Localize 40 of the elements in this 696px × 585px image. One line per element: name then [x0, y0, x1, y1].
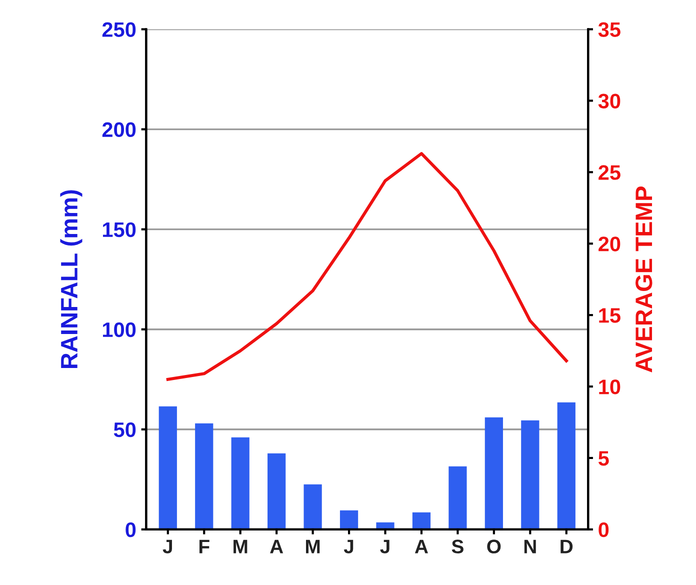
bar	[484, 417, 503, 530]
y2-tick-label: 30	[598, 94, 620, 108]
x-tick-label: J	[344, 540, 354, 554]
bar	[304, 484, 322, 530]
y-tick-label: 250	[102, 22, 136, 38]
bar	[231, 437, 250, 530]
x-tick-label: N	[524, 540, 536, 554]
bar	[158, 406, 177, 530]
y2-tick-label: 20	[598, 236, 620, 252]
bar	[557, 402, 576, 530]
y2-tick-label: 15	[599, 308, 620, 323]
x-tick-label: A	[270, 540, 284, 554]
y2-tick-label: 0	[598, 522, 609, 538]
x-tick-label: A	[414, 540, 428, 554]
line-series	[166, 152, 568, 381]
y2-tick-label: 5	[598, 451, 609, 466]
y-tick-label: 200	[102, 122, 136, 138]
bar	[448, 466, 467, 530]
bar	[195, 423, 214, 530]
y2-tick-label: 35	[598, 22, 620, 38]
x-tick-label: M	[306, 540, 320, 554]
x-tick-label: J	[162, 540, 172, 554]
y2-tick-label: 25	[598, 165, 620, 180]
bar	[268, 453, 286, 530]
x-tick-label: D	[560, 540, 573, 554]
x-tick-label: M	[234, 540, 248, 554]
x-tick-label: O	[487, 540, 501, 554]
bar	[412, 512, 431, 530]
bar	[340, 510, 358, 530]
x-tick-label: J	[380, 540, 390, 554]
y-tick-label: 50	[114, 422, 136, 438]
y-tick-label: 0	[126, 522, 136, 538]
bar	[521, 420, 540, 530]
y2-axis-title: AVERAGE TEMP	[636, 186, 652, 372]
y-axis-title: RAINFALL (mm)	[60, 190, 82, 368]
y-tick-label: 150	[102, 222, 136, 238]
x-tick-label: S	[452, 540, 464, 554]
y2-tick-label: 10	[599, 380, 620, 394]
y-tick-label: 100	[102, 322, 136, 338]
x-tick-label: F	[199, 540, 210, 554]
